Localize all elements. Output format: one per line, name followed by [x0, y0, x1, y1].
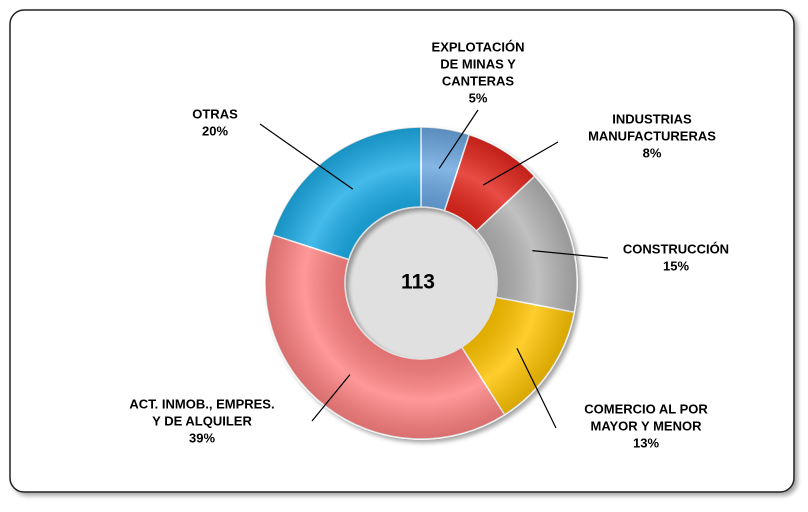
value-label: 39% — [189, 430, 215, 445]
value-label: 8% — [643, 145, 662, 160]
leader-line — [259, 123, 354, 190]
leader-line — [516, 347, 557, 429]
category-label: MAYOR Y MENOR — [590, 418, 702, 433]
value-label: 20% — [202, 123, 228, 138]
category-label: DE MINAS Y — [440, 56, 516, 71]
category-label: ACT. INMOB., EMPRES. — [129, 396, 274, 411]
value-label: 15% — [663, 258, 689, 273]
category-label: Y DE ALQUILER — [152, 413, 252, 428]
leader-line — [438, 109, 479, 169]
center-label: 113 — [401, 271, 435, 294]
value-label: 13% — [633, 435, 659, 450]
category-label: CANTERAS — [442, 73, 515, 88]
value-label: 5% — [469, 90, 488, 105]
category-label: OTRAS — [192, 106, 238, 121]
leader-line — [482, 141, 559, 186]
category-label: INDUSTRIAS — [612, 111, 692, 126]
category-label: EXPLOTACIÓN — [432, 39, 525, 54]
category-label: MANUFACTURERAS — [588, 128, 716, 143]
category-label: COMERCIO AL POR — [584, 401, 708, 416]
leader-line — [532, 250, 609, 259]
leader-line — [311, 374, 351, 422]
category-label: CONSTRUCCIÓN — [623, 241, 729, 256]
